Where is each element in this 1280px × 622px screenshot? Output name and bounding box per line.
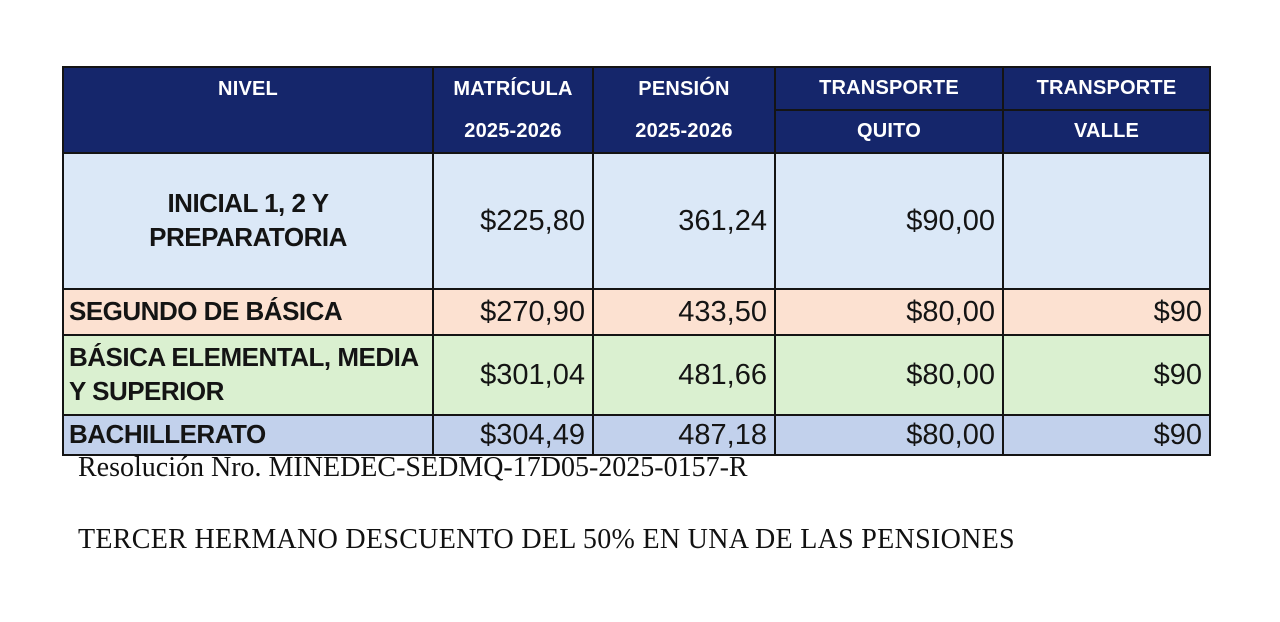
header-label: NIVEL bbox=[218, 77, 278, 100]
fee-table: NIVEL MATRÍCULA 2025-2026 PENSIÓN 2025-2… bbox=[62, 66, 1211, 456]
cell-pension: 361,24 bbox=[594, 154, 776, 288]
cell-transporte-quito: $80,00 bbox=[776, 416, 1004, 454]
header-cell-pension: PENSIÓN 2025-2026 bbox=[594, 68, 776, 152]
cell-matricula: $304,49 bbox=[434, 416, 594, 454]
table-row-segundo-basica: SEGUNDO DE BÁSICA $270,90 433,50 $80,00 … bbox=[64, 288, 1209, 334]
header-label: TRANSPORTE bbox=[1004, 68, 1209, 111]
cell-pension: 487,18 bbox=[594, 416, 776, 454]
header-sublabel bbox=[64, 110, 432, 152]
cell-matricula: $270,90 bbox=[434, 290, 594, 334]
header-cell-nivel: NIVEL bbox=[64, 68, 434, 152]
cell-matricula: $225,80 bbox=[434, 154, 594, 288]
table-row-bachillerato: BACHILLERATO $304,49 487,18 $80,00 $90 bbox=[64, 414, 1209, 454]
table-row-basica-elemental: BÁSICA ELEMENTAL, MEDIA Y SUPERIOR $301,… bbox=[64, 334, 1209, 414]
cell-transporte-valle: $90 bbox=[1153, 358, 1202, 391]
cell-nivel: SEGUNDO DE BÁSICA bbox=[64, 290, 434, 334]
cell-transporte-quito: $80,00 bbox=[776, 336, 1004, 414]
cell-transporte-valle: $90 bbox=[1153, 295, 1202, 328]
cell-transporte-quito: $80,00 bbox=[776, 290, 1004, 334]
cell-transporte-valle bbox=[1004, 154, 1209, 288]
header-label: TRANSPORTE bbox=[776, 68, 1002, 111]
cell-matricula: $301,04 bbox=[434, 336, 594, 414]
note-discount: TERCER HERMANO DESCUENTO DEL 50% EN UNA … bbox=[78, 524, 1015, 555]
cell-transporte-quito: $90,00 bbox=[776, 154, 1004, 288]
header-cell-transporte-quito: TRANSPORTE QUITO bbox=[776, 68, 1004, 152]
header-sublabel: 2025-2026 bbox=[635, 119, 733, 142]
cell-nivel: BÁSICA ELEMENTAL, MEDIA Y SUPERIOR bbox=[64, 336, 434, 414]
cell-pension: 433,50 bbox=[594, 290, 776, 334]
header-cell-matricula: MATRÍCULA 2025-2026 bbox=[434, 68, 594, 152]
header-sublabel: 2025-2026 bbox=[464, 119, 562, 142]
note-resolution: Resolución Nro. MINEDEC-SEDMQ-17D05-2025… bbox=[78, 452, 748, 483]
header-sublabel: VALLE bbox=[1073, 120, 1140, 142]
header-label: MATRÍCULA bbox=[453, 77, 573, 100]
cell-nivel: BACHILLERATO bbox=[64, 416, 434, 454]
header-sublabel: QUITO bbox=[857, 120, 921, 142]
cell-transporte-valle: $90 bbox=[1153, 418, 1202, 451]
header-label: PENSIÓN bbox=[638, 77, 730, 100]
table-header-row: NIVEL MATRÍCULA 2025-2026 PENSIÓN 2025-2… bbox=[64, 68, 1209, 152]
table-row-inicial: INICIAL 1, 2 Y PREPARATORIA $225,80 361,… bbox=[64, 152, 1209, 288]
header-cell-transporte-valle: TRANSPORTE VALLE bbox=[1004, 68, 1209, 152]
cell-pension: 481,66 bbox=[594, 336, 776, 414]
cell-nivel: INICIAL 1, 2 Y PREPARATORIA bbox=[64, 154, 434, 288]
